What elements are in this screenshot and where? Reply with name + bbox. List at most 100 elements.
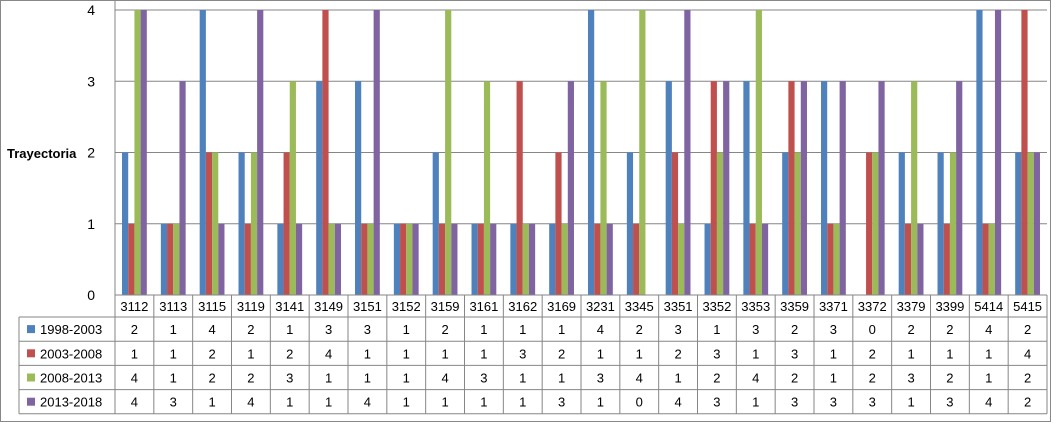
x-tick-label: 3115	[198, 299, 226, 314]
x-tick-label: 5414	[974, 299, 1003, 314]
data-label: 3	[674, 322, 681, 337]
data-label: 4	[364, 395, 371, 410]
bar-2013-2018-5415	[1033, 152, 1040, 295]
x-tick-label: 3399	[935, 299, 964, 314]
bar-2003-2008-3372	[866, 152, 873, 295]
bar-2003-2008-5415	[1021, 10, 1028, 295]
data-label: 2	[247, 371, 254, 386]
data-table: 3112 3113 3115 3119 3141 3149 3151 3152 3159 3161…	[18, 295, 1048, 415]
bar-2003-2008-3379	[904, 223, 912, 295]
bar-1998-2003-3359	[782, 152, 789, 295]
bar-2013-2018-5414	[994, 10, 1002, 295]
bar-1998-2003-3353	[743, 81, 750, 295]
bar-2008-2013-3352	[716, 152, 724, 295]
data-label: 2	[791, 322, 798, 337]
bar-2003-2008-3152	[400, 223, 407, 295]
data-label: 1	[325, 371, 332, 386]
data-label: 1	[403, 346, 410, 361]
data-label: 0	[869, 322, 876, 337]
bar-2003-2008-3161	[477, 223, 484, 295]
x-tick-label: 3152	[392, 299, 421, 314]
bar-2013-2018-3359	[800, 81, 807, 295]
data-label: 1	[597, 395, 604, 410]
legend-swatch	[27, 397, 35, 406]
bar-1998-2003-3151	[355, 81, 362, 295]
x-tick-label: 3353	[741, 299, 770, 314]
x-tick-label: 3113	[159, 299, 187, 314]
bar-2003-2008-3345	[633, 223, 640, 295]
x-tick-label: 3151	[353, 299, 382, 314]
data-label: 3	[480, 371, 487, 386]
data-label: 2	[1024, 322, 1031, 337]
data-label: 1	[480, 346, 487, 361]
data-label: 3	[558, 395, 565, 410]
bar-1998-2003-3115	[199, 10, 206, 295]
bar-2003-2008-3151	[361, 223, 368, 295]
bar-2013-2018-3115	[218, 223, 225, 295]
bar-1998-2003-5414	[976, 10, 983, 295]
data-label: 2	[946, 371, 953, 386]
x-tick-label: 3169	[547, 299, 576, 314]
data-label: 1	[674, 371, 681, 386]
bar-2008-2013-3151	[367, 223, 374, 295]
bar-2013-2018-3119	[257, 10, 264, 295]
legend-entry: 2003-2008	[40, 346, 102, 361]
bars	[122, 10, 1040, 295]
bar-2003-2008-5414	[982, 223, 989, 295]
bar-2013-2018-3149	[334, 223, 341, 295]
bar-1998-2003-5415	[1015, 152, 1022, 295]
data-label: 3	[325, 322, 332, 337]
bar-2003-2008-3112	[128, 223, 135, 295]
data-label: 4	[752, 371, 759, 386]
data-label: 4	[441, 371, 448, 386]
bar-2003-2008-3353	[749, 223, 756, 295]
bar-2013-2018-3169	[567, 81, 574, 295]
bar-2013-2018-3372	[878, 81, 885, 295]
bar-2008-2013-3372	[872, 152, 879, 295]
data-label: 1	[830, 346, 837, 361]
data-label: 3	[869, 395, 876, 410]
bar-1998-2003-3231	[588, 10, 595, 295]
bar-2003-2008-3231	[594, 223, 601, 295]
data-label: 1	[325, 395, 332, 410]
bar-1998-2003-3119	[238, 152, 245, 295]
bar-1998-2003-3113	[160, 223, 168, 295]
data-label: 2	[1024, 395, 1031, 410]
bar-2013-2018-3113	[179, 81, 186, 295]
bar-1998-2003-3352	[704, 223, 711, 295]
data-label: 1	[286, 395, 293, 410]
bar-2013-2018-3141	[295, 223, 303, 295]
bar-2003-2008-3119	[244, 223, 251, 295]
legend-entry: 1998-2003	[40, 322, 102, 337]
data-label: 3	[519, 346, 526, 361]
data-label: 2	[286, 346, 293, 361]
bar-2008-2013-3345	[639, 10, 646, 295]
data-label: 2	[208, 371, 215, 386]
data-label: 1	[946, 346, 953, 361]
data-label: 2	[869, 371, 876, 386]
bar-2013-2018-3151	[373, 10, 380, 295]
bar-2008-2013-3119	[250, 152, 258, 295]
bar-2008-2013-3231	[600, 81, 607, 295]
x-tick-label: 3231	[586, 299, 615, 314]
x-tick-label: 3149	[314, 299, 343, 314]
data-label: 3	[830, 322, 837, 337]
legend-swatch	[27, 349, 35, 358]
data-label: 1	[907, 395, 914, 410]
data-label: 4	[1024, 346, 1031, 361]
x-tick-label: 3161	[469, 299, 498, 314]
legend-entry: 2013-2018	[40, 395, 102, 410]
y-tick-label: 2	[87, 145, 95, 161]
bar-1998-2003-3152	[393, 223, 401, 295]
data-label: 1	[170, 371, 177, 386]
y-axis-label: Trayectoria	[7, 146, 77, 161]
x-tick-label: 3359	[780, 299, 809, 314]
bar-2003-2008-3352	[710, 81, 717, 295]
data-label: 2	[869, 346, 876, 361]
data-label: 1	[170, 346, 177, 361]
gridlines	[115, 9, 1047, 225]
bar-2008-2013-3159	[445, 10, 452, 295]
bar-1998-2003-3169	[549, 223, 556, 295]
data-label: 1	[519, 322, 526, 337]
